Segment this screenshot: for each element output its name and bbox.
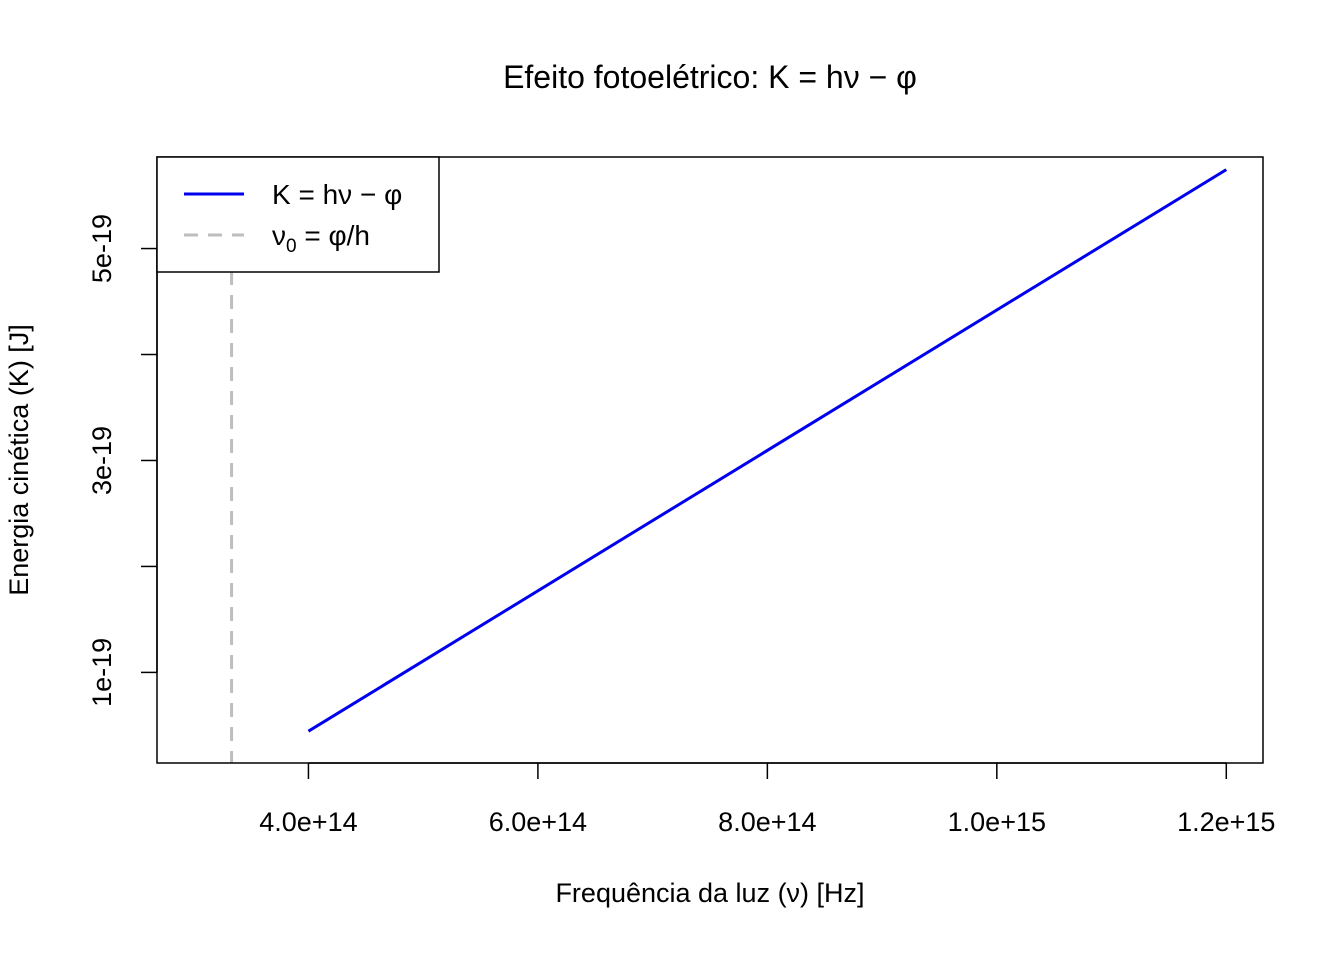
- y-axis: 1e-19 3e-19 5e-19: [87, 214, 158, 707]
- series-layer: [230, 168, 1228, 763]
- x-tick-label: 6.0e+14: [489, 807, 587, 837]
- y-tick-label: 3e-19: [87, 426, 117, 495]
- x-tick-label: 1.0e+15: [948, 807, 1046, 837]
- series-line-k: [307, 168, 1228, 733]
- y-axis-label: Energia cinética (K) [J]: [4, 324, 34, 596]
- legend: K = hν − φ ν0 = φ/h: [156, 156, 440, 273]
- legend-label-threshold: ν0 = φ/h: [272, 220, 370, 257]
- y-tick-label: 5e-19: [87, 214, 117, 283]
- legend-box: [156, 156, 440, 273]
- x-tick-label: 4.0e+14: [259, 807, 357, 837]
- x-tick-label: 1.2e+15: [1177, 807, 1275, 837]
- x-tick-label: 8.0e+14: [718, 807, 816, 837]
- chart-title: Efeito fotoelétrico: K = hν − φ: [503, 59, 917, 95]
- y-tick-label: 1e-19: [87, 638, 117, 707]
- legend-label-k: K = hν − φ: [272, 179, 402, 210]
- x-axis: 4.0e+14 6.0e+14 8.0e+14 1.0e+15 1.2e+15: [259, 762, 1275, 837]
- x-axis-label: Frequência da luz (ν) [Hz]: [555, 878, 864, 908]
